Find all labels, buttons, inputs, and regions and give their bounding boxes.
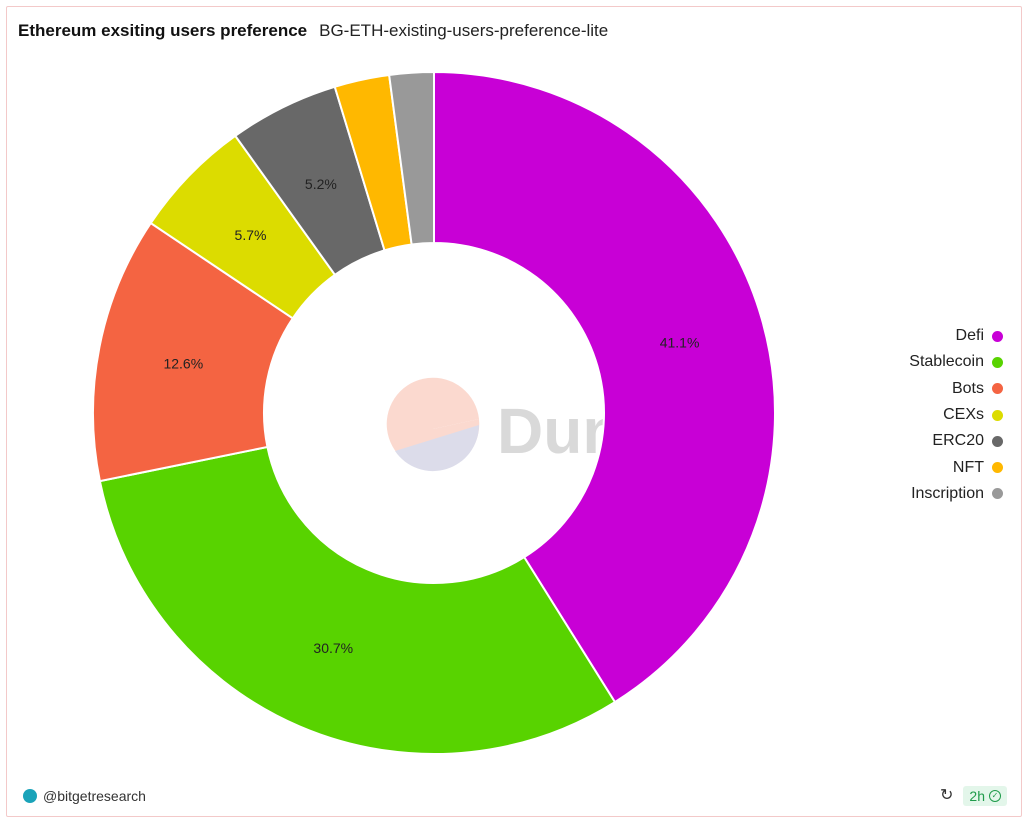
legend-label: Defi: [955, 327, 984, 345]
check-circle-icon: ✓: [989, 790, 1001, 802]
legend-swatch: [992, 462, 1003, 474]
chart-card: Ethereum exsiting users preference BG-ET…: [6, 6, 1022, 817]
slice-inscription[interactable]: [388, 70, 435, 246]
slice-stablecoin[interactable]: [98, 445, 617, 755]
legend-swatch: [992, 383, 1003, 395]
legend-swatch: [992, 330, 1003, 342]
legend-swatch: [992, 488, 1003, 500]
donut-chart: Dune 41.1%30.7%12.6%5.7%5.2%: [92, 70, 776, 755]
legend-item-stablecoin[interactable]: Stablecoin: [803, 349, 1003, 375]
footer-status: ↻ 2h ✓: [940, 786, 1007, 806]
age-badge[interactable]: 2h ✓: [963, 786, 1007, 806]
watermark-logo-top: [386, 377, 479, 429]
data-label-defi: 41.1%: [660, 334, 700, 350]
slice-bots[interactable]: [92, 221, 295, 483]
age-text: 2h: [969, 788, 985, 804]
author-name: @bitgetresearch: [43, 788, 146, 804]
author-avatar: [23, 789, 37, 803]
chart-header: Ethereum exsiting users preference BG-ET…: [18, 21, 608, 43]
data-label-bots: 12.6%: [163, 356, 203, 372]
legend-label: CEXs: [943, 406, 984, 424]
refresh-icon[interactable]: ↻: [940, 787, 954, 804]
legend-item-inscription[interactable]: Inscription: [803, 481, 1003, 507]
watermark-logo-lower: [395, 425, 480, 472]
legend-item-nft[interactable]: NFT: [803, 454, 1003, 480]
chart-title: Ethereum exsiting users preference: [18, 21, 308, 40]
legend-item-defi[interactable]: Defi: [803, 323, 1003, 349]
author-link[interactable]: @bitgetresearch: [23, 788, 146, 804]
legend-item-bots[interactable]: Bots: [803, 376, 1003, 402]
legend-item-erc20[interactable]: ERC20: [803, 428, 1003, 454]
legend-swatch: [992, 409, 1003, 421]
data-label-stablecoin: 30.7%: [313, 640, 353, 656]
legend-label: NFT: [952, 458, 984, 476]
data-label-cexs: 5.7%: [235, 227, 267, 243]
legend-swatch: [992, 435, 1003, 447]
data-label-erc20: 5.2%: [305, 176, 337, 192]
slice-defi[interactable]: [433, 70, 776, 704]
legend-item-cexs[interactable]: CEXs: [803, 402, 1003, 428]
chart-legend: Defi Stablecoin Bots CEXs ERC20 NFT Inscriptio…: [803, 323, 1003, 507]
query-name[interactable]: BG-ETH-existing-users-preference-lite: [319, 21, 609, 40]
legend-label: Stablecoin: [909, 353, 984, 371]
legend-label: ERC20: [932, 432, 984, 450]
legend-label: Inscription: [911, 484, 984, 502]
legend-swatch: [992, 356, 1003, 368]
legend-label: Bots: [951, 379, 984, 397]
